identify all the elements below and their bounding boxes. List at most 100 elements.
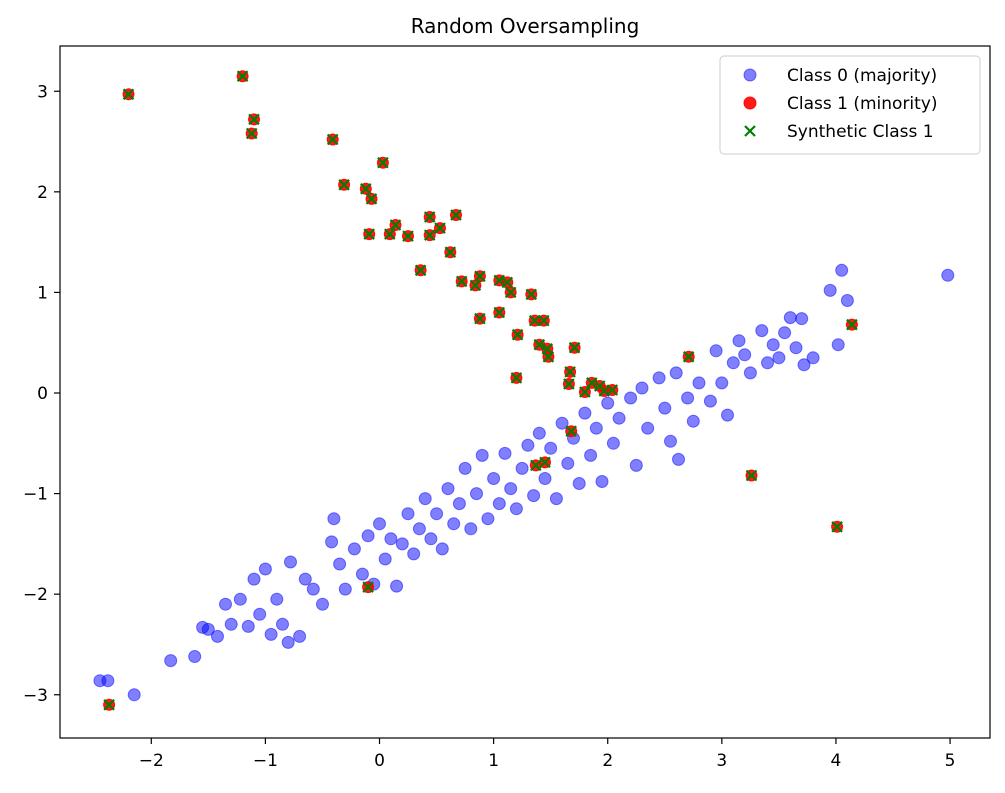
majority-point (527, 489, 541, 503)
majority-point (761, 356, 774, 370)
y-tick-label: −2 (23, 585, 48, 605)
majority-point (515, 461, 529, 475)
synthetic-point (326, 133, 339, 146)
majority-point (407, 547, 421, 561)
synthetic-point (122, 88, 135, 101)
majority-point (635, 381, 649, 395)
synthetic-point (338, 179, 350, 191)
majority-point (298, 572, 312, 586)
legend-box (719, 55, 981, 155)
synthetic-point (846, 318, 858, 331)
synthetic-point (563, 378, 575, 390)
x-tick-label: 5 (945, 751, 956, 771)
majority-point (778, 326, 792, 340)
majority-point (789, 341, 803, 355)
majority-point (806, 351, 820, 365)
synthetic-point (245, 127, 258, 140)
majority-point (424, 532, 438, 546)
majority-point (338, 582, 352, 596)
majority-point (669, 366, 683, 380)
majority-point (835, 263, 849, 277)
majority-point (264, 627, 278, 641)
majority-point (481, 512, 495, 526)
synthetic-point (362, 581, 374, 593)
majority-point (840, 294, 854, 307)
data-marks (93, 70, 955, 711)
series-1 (93, 263, 955, 702)
synthetic-point (423, 229, 436, 241)
synthetic-point (434, 222, 446, 234)
synthetic-point (474, 312, 486, 325)
axes-frame (59, 45, 991, 739)
majority-point (797, 358, 811, 372)
majority-point (373, 517, 386, 531)
majority-point (692, 376, 706, 390)
majority-point (715, 376, 729, 390)
synthetic-point (565, 425, 577, 437)
synthetic-point (564, 366, 576, 378)
series-3 (103, 70, 858, 711)
synthetic-point (444, 246, 457, 258)
synthetic-point (831, 521, 843, 533)
majority-point (612, 411, 626, 425)
plot-area (59, 45, 991, 739)
majority-point (672, 452, 685, 466)
synthetic-point (469, 279, 482, 292)
majority-point (233, 592, 247, 606)
synthetic-point (682, 351, 695, 363)
majority-point (253, 607, 267, 621)
majority-point (464, 522, 478, 536)
majority-point (201, 622, 215, 636)
y-tick-label: 2 (37, 183, 48, 203)
synthetic-point (538, 314, 550, 327)
synthetic-point (363, 228, 375, 240)
majority-point (795, 312, 809, 326)
majority-point (164, 654, 178, 668)
majority-point (101, 674, 115, 688)
majority-point (601, 396, 615, 410)
synthetic-point (450, 209, 462, 221)
majority-point (521, 438, 535, 452)
majority-point (458, 461, 472, 475)
majority-point (664, 434, 677, 448)
majority-point (738, 348, 752, 362)
majority-point (641, 421, 655, 435)
y-tick-label: 3 (37, 82, 48, 102)
synthetic-point (384, 228, 396, 240)
majority-point (270, 592, 284, 606)
majority-point (709, 344, 723, 358)
legend: Class 0 (majority) Class 1 (minority) Synt… (719, 55, 981, 155)
majority-point (658, 401, 672, 415)
majority-point (361, 529, 375, 543)
majority-point (595, 475, 609, 488)
synthetic-point (248, 113, 260, 126)
synthetic-point (474, 270, 486, 283)
chart-title: Random Oversampling (411, 14, 640, 38)
majority-point (572, 477, 586, 490)
synthetic-point (510, 372, 523, 384)
majority-point (435, 542, 449, 556)
x-tick-label: 4 (831, 751, 842, 771)
majority-point (470, 487, 483, 501)
majority-point (755, 324, 769, 338)
majority-point (281, 635, 295, 649)
synthetic-point (389, 219, 402, 231)
synthetic-point (455, 275, 468, 288)
synthetic-point (501, 276, 514, 289)
legend-marker (744, 125, 756, 137)
synthetic-point (568, 341, 581, 354)
synthetic-point (377, 156, 389, 169)
majority-point (681, 391, 695, 405)
synthetic-point (606, 384, 619, 396)
synthetic-point (365, 193, 378, 205)
majority-point (333, 557, 347, 571)
synthetic-point (745, 469, 758, 482)
majority-point (538, 472, 552, 485)
majority-point (544, 441, 558, 455)
synthetic-point (493, 306, 506, 319)
majority-point (247, 572, 261, 586)
majority-point (732, 334, 746, 348)
legend-label: Class 0 (majority) (787, 66, 937, 86)
majority-point (532, 426, 546, 440)
